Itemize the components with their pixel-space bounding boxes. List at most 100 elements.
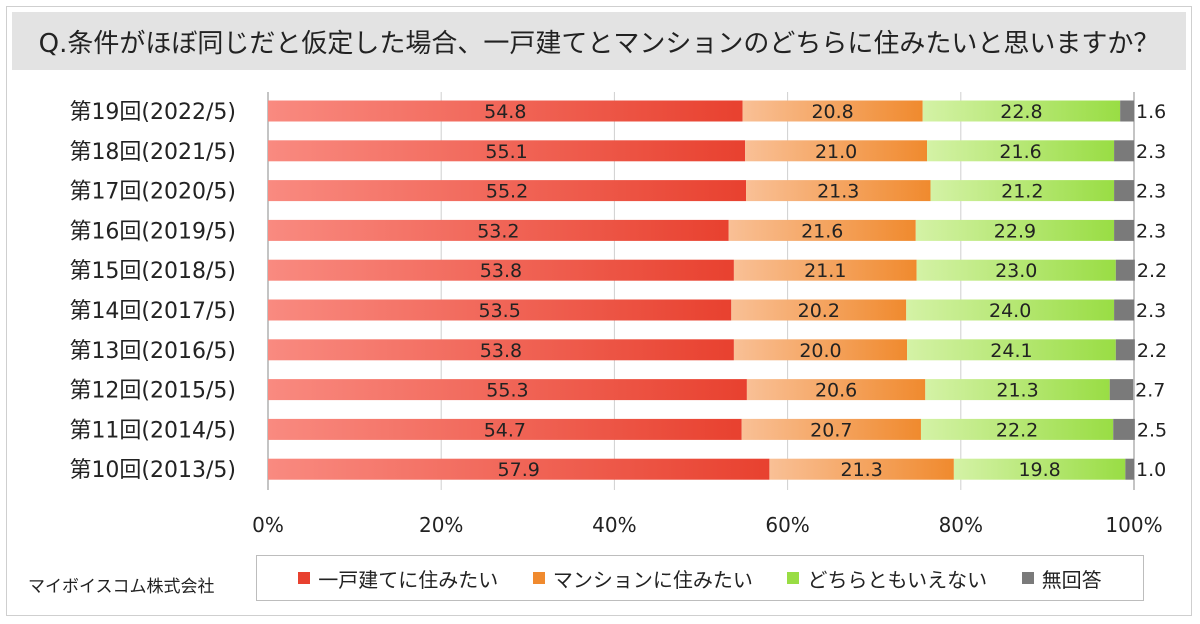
data-label-no-answer: 2.7 (1135, 380, 1165, 402)
chart-title: Q.条件がほぼ同じだと仮定した場合、一戸建てとマンションのどちらに住みたいと思い… (12, 12, 1186, 70)
category-label: 第17回(2020/5) (69, 180, 236, 205)
legend-label-no-answer: 無回答 (1041, 567, 1102, 592)
data-label-neither: 19.8 (1018, 459, 1060, 481)
bar-segment-neither (920, 418, 1114, 440)
bar-segment-mansion (728, 219, 916, 241)
category-label: 第15回(2018/5) (69, 259, 236, 284)
bar-segment-mansion (733, 259, 917, 281)
bar-segment-neither (925, 379, 1110, 401)
data-label-neither: 24.1 (990, 340, 1032, 362)
data-label-house: 57.9 (498, 459, 540, 481)
data-label-neither: 22.9 (994, 220, 1036, 242)
bar-segment-neither (927, 140, 1115, 162)
bar-segment-house (268, 180, 747, 202)
data-label-mansion: 21.6 (801, 220, 843, 242)
bar-segment-mansion (731, 299, 907, 321)
data-label-mansion: 21.3 (817, 181, 859, 203)
data-label-mansion: 20.8 (811, 101, 853, 123)
legend-swatch-no-answer (1021, 572, 1034, 584)
data-label-house: 53.5 (478, 300, 520, 322)
data-label-house: 54.8 (484, 101, 526, 123)
bar-segment-neither (907, 339, 1116, 361)
bar-segment-neither (930, 180, 1115, 202)
category-label: 第18回(2021/5) (69, 140, 236, 165)
data-label-mansion: 21.1 (804, 260, 846, 282)
bar-segment-house (268, 299, 732, 321)
data-label-neither: 24.0 (989, 300, 1031, 322)
bar-segment-mansion (745, 140, 928, 162)
x-tick-label: 80% (939, 513, 983, 537)
data-label-house: 55.1 (485, 141, 527, 163)
bar-segment-house (268, 418, 742, 440)
legend-label-mansion: マンションに住みたい (552, 567, 753, 592)
legend-label-house: 一戸建てに住みたい (318, 567, 499, 592)
bar-segment-no-answer (1115, 339, 1135, 361)
bar-segment-no-answer (1114, 140, 1134, 162)
data-label-no-answer: 1.0 (1136, 459, 1166, 481)
bar-segment-no-answer (1114, 180, 1134, 202)
data-label-neither: 21.6 (999, 141, 1041, 163)
data-label-neither: 21.3 (996, 380, 1038, 402)
bar-segment-no-answer (1113, 418, 1135, 440)
legend-swatch-mansion (532, 572, 545, 584)
bar-segment-mansion (769, 458, 954, 480)
data-label-neither: 22.2 (996, 419, 1038, 441)
bar-segment-neither (922, 100, 1121, 122)
bar-segment-mansion (746, 379, 926, 401)
bar-segment-neither (916, 259, 1116, 281)
data-label-mansion: 20.6 (815, 380, 857, 402)
legend-item-mansion: マンションに住みたい (532, 564, 753, 593)
category-label: 第11回(2014/5) (69, 418, 236, 443)
legend-item-house: 一戸建てに住みたい (298, 564, 498, 593)
x-tick-label: 60% (765, 513, 809, 537)
x-tick-label: 40% (592, 513, 636, 537)
data-label-no-answer: 1.6 (1136, 101, 1166, 123)
category-label: 第16回(2019/5) (69, 219, 236, 244)
bar-segment-house (268, 140, 746, 162)
data-label-neither: 23.0 (995, 260, 1037, 282)
data-label-house: 55.3 (486, 380, 528, 402)
x-tick-label: 20% (419, 513, 463, 537)
bar-segment-no-answer (1115, 259, 1135, 281)
bar-segment-no-answer (1109, 379, 1134, 401)
x-tick-label: 100% (1105, 513, 1162, 537)
legend-swatch-neither (787, 572, 800, 584)
bar-segment-mansion (742, 100, 923, 122)
data-label-house: 53.2 (477, 220, 519, 242)
legend-item-neither: どちらともいえない (787, 564, 987, 593)
bar-segment-no-answer (1114, 219, 1134, 241)
bar-segment-mansion (746, 180, 931, 202)
legend-label-neither: どちらともいえない (807, 567, 988, 592)
data-label-house: 53.8 (480, 260, 522, 282)
bar-segment-house (268, 458, 770, 480)
data-label-no-answer: 2.3 (1136, 300, 1166, 322)
legend: 一戸建てに住みたい マンションに住みたい どちらともいえない 無回答 (256, 555, 1144, 601)
bar-segment-house (268, 259, 734, 281)
data-label-neither: 22.8 (1000, 101, 1042, 123)
bar-segment-neither (953, 458, 1126, 480)
category-label: 第14回(2017/5) (69, 299, 236, 324)
data-label-house: 55.2 (486, 181, 528, 203)
legend-swatch-house (298, 572, 311, 584)
bar-segment-house (268, 100, 743, 122)
source-credit: マイボイスコム株式会社 (28, 577, 215, 597)
category-label: 第13回(2016/5) (69, 339, 236, 364)
bar-segment-mansion (733, 339, 908, 361)
data-label-neither: 21.2 (1001, 181, 1043, 203)
data-label-no-answer: 2.3 (1136, 141, 1166, 163)
data-label-mansion: 20.7 (810, 419, 852, 441)
data-label-mansion: 21.0 (815, 141, 857, 163)
bar-segment-house (268, 219, 729, 241)
data-label-no-answer: 2.3 (1136, 181, 1166, 203)
bar-segment-house (268, 339, 734, 361)
bar-segment-neither (906, 299, 1115, 321)
legend-item-no-answer: 無回答 (1021, 564, 1102, 593)
category-label: 第10回(2013/5) (69, 458, 236, 483)
data-label-no-answer: 2.2 (1137, 340, 1167, 362)
bar-segment-no-answer (1125, 458, 1134, 480)
data-label-house: 54.7 (484, 419, 526, 441)
data-label-house: 53.8 (480, 340, 522, 362)
chart-title-text: Q.条件がほぼ同じだと仮定した場合、一戸建てとマンションのどちらに住みたいと思い… (38, 28, 1160, 59)
data-label-no-answer: 2.2 (1137, 260, 1167, 282)
